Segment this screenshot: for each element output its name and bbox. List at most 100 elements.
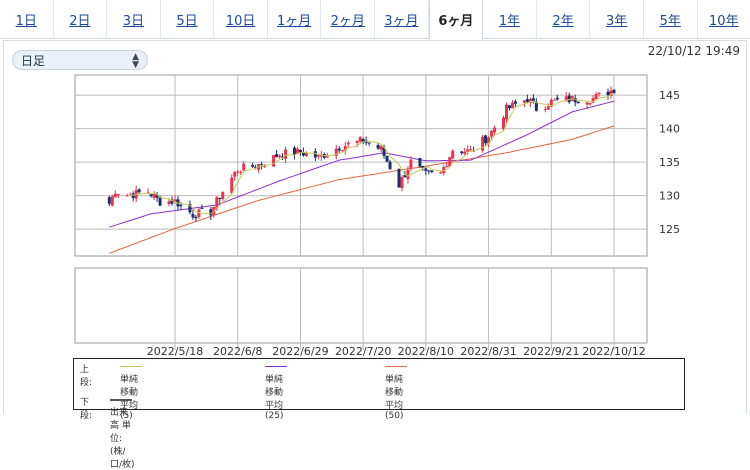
x-tick-label: 2022/6/8 — [213, 345, 262, 358]
candle-down — [188, 204, 192, 213]
candle-down — [155, 194, 159, 198]
candle-interval-select[interactable]: 日足 ▲ ▼ — [12, 50, 148, 70]
legend-volume: 出来高 単位:(株/口/枚) — [110, 395, 136, 470]
tab-10[interactable]: 2年 — [537, 0, 591, 38]
candle-up — [588, 103, 592, 105]
candle-down — [209, 209, 213, 216]
candle-up — [442, 166, 446, 174]
candle-up — [493, 127, 497, 133]
candle-down — [313, 151, 317, 158]
candle-up — [591, 98, 595, 103]
tab-0[interactable]: 1日 — [0, 0, 54, 38]
tab-2[interactable]: 3日 — [107, 0, 161, 38]
candle-up — [466, 149, 470, 152]
candle-up — [116, 193, 120, 196]
y-tick-label: 125 — [659, 223, 680, 236]
candle-up — [552, 99, 556, 101]
candle-up — [346, 142, 350, 145]
legend-ma50-label: 単純移動平均(50) — [385, 375, 404, 421]
y-tick-label: 140 — [659, 123, 680, 136]
candle-down — [403, 175, 407, 177]
tab-12[interactable]: 5年 — [644, 0, 698, 38]
candle-up — [487, 137, 491, 144]
candle-down — [418, 157, 422, 167]
legend-ma25: 単純移動平均(25) — [265, 362, 291, 421]
candle-up — [469, 149, 473, 151]
candle-down — [158, 197, 162, 206]
candle-down — [194, 216, 198, 219]
y-tick-label: 145 — [659, 89, 680, 102]
candle-up — [400, 176, 404, 189]
legend-lower-label: 下段: — [80, 398, 93, 421]
candle-down — [525, 99, 529, 102]
candle-up — [304, 152, 308, 157]
candle-down — [484, 135, 488, 144]
candle-up — [334, 148, 338, 156]
price-chart: 125 130 135 140 145 2022/5/18 2022/6/8 2022/6/2… — [74, 74, 680, 358]
ma50-line — [109, 125, 615, 254]
candle-down — [191, 214, 195, 218]
candle-down — [427, 170, 431, 172]
period-tabs: 1日 2日 3日 5日 10日 1ヶ月 2ヶ月 3ヶ月 6ヶ月 1年 2年 3年 5年 10年 — [0, 0, 750, 40]
select-updown-icon: ▲ ▼ — [132, 52, 139, 70]
legend-ma50: 単純移動平均(50) — [385, 362, 411, 421]
tab-5[interactable]: 1ヶ月 — [268, 0, 322, 38]
candle-down — [361, 138, 365, 143]
candle-up — [316, 155, 320, 157]
candle-up — [295, 148, 299, 154]
candle-down — [397, 168, 401, 188]
candle-down — [606, 91, 610, 96]
x-tick-label: 2022/8/31 — [460, 345, 516, 358]
candle-up — [549, 99, 553, 107]
candle-up — [543, 108, 547, 110]
tab-8[interactable]: 6ヶ月 — [428, 0, 484, 40]
candle-down — [367, 142, 371, 144]
candle-up — [263, 166, 267, 168]
candle-up — [272, 155, 276, 167]
candle-down — [460, 151, 464, 154]
candle-interval-value: 日足 — [21, 53, 46, 68]
tab-1[interactable]: 2日 — [54, 0, 108, 38]
candle-up — [340, 150, 344, 152]
candle-down — [376, 145, 380, 149]
candle-up — [406, 170, 410, 179]
candle-down — [555, 97, 559, 100]
candle-up — [236, 171, 240, 173]
candle-down — [573, 97, 577, 103]
candle-down — [612, 89, 616, 94]
y-tick-label: 135 — [659, 156, 680, 169]
candle-up — [215, 197, 219, 209]
candle-up — [379, 146, 383, 150]
x-tick-label: 2022/5/18 — [147, 345, 203, 358]
legend-volume-swatch — [110, 398, 132, 401]
candle-up — [594, 94, 598, 100]
candle-up — [230, 177, 234, 194]
candle-down — [292, 147, 296, 156]
ma5-line — [126, 92, 615, 215]
candle-down — [170, 199, 174, 204]
tab-7[interactable]: 3ヶ月 — [375, 0, 429, 38]
candle-up — [278, 155, 282, 158]
candle-down — [149, 194, 153, 197]
tab-9[interactable]: 1年 — [483, 0, 537, 38]
x-tick-label: 2022/9/21 — [523, 345, 579, 358]
tab-13[interactable]: 10年 — [709, 13, 739, 29]
candle-up — [343, 146, 347, 151]
candle-up — [113, 193, 117, 198]
candle-down — [298, 149, 302, 153]
legend-ma25-swatch — [265, 366, 287, 367]
tab-11[interactable]: 3年 — [590, 0, 644, 38]
candle-up — [239, 171, 243, 173]
tab-6[interactable]: 2ヶ月 — [321, 0, 376, 38]
tab-4[interactable]: 10日 — [214, 0, 268, 38]
tab-3[interactable]: 5日 — [161, 0, 215, 38]
candle-down — [281, 156, 285, 158]
candle-up — [546, 106, 550, 110]
chart-frame — [3, 40, 747, 414]
candle-down — [275, 154, 279, 158]
candle-up — [502, 117, 506, 130]
candle-up — [597, 92, 601, 95]
candle-down — [513, 101, 517, 104]
candle-down — [251, 164, 255, 167]
y-tick-label: 130 — [659, 190, 680, 203]
